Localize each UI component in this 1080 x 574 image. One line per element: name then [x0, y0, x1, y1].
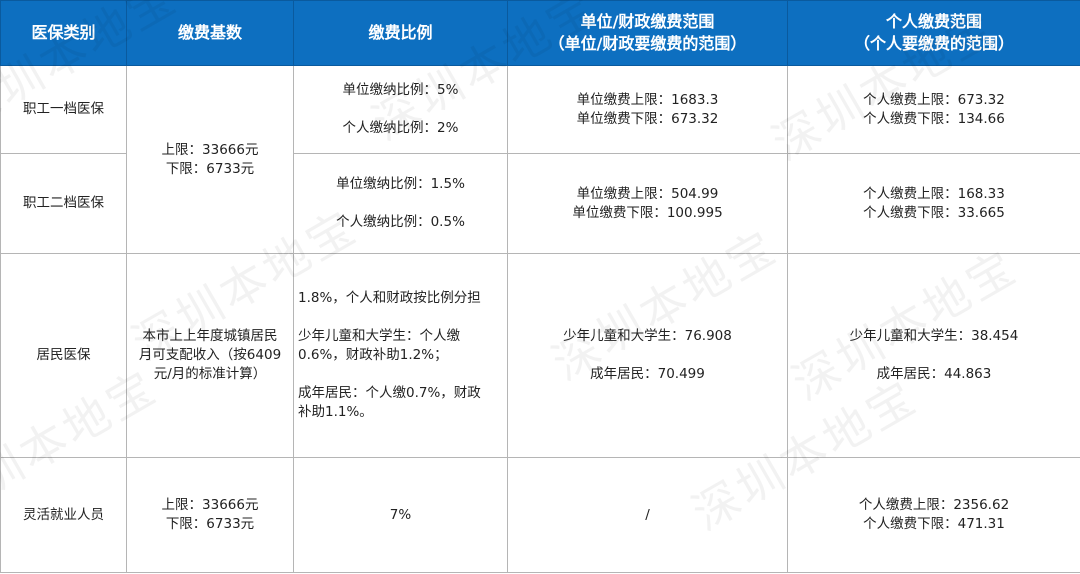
ratio-line: 单位缴纳比例：1.5% — [336, 176, 465, 192]
employer-adult: 成年居民：70.499 — [590, 366, 705, 382]
category-cell: 职工一档医保 — [0, 65, 127, 154]
personal-upper: 个人缴费上限：168.33 — [863, 185, 1005, 202]
header-personal-range: 个人缴费范围 （个人要缴费的范围） — [787, 0, 1080, 66]
header-text: 医保类别 — [31, 23, 96, 42]
employer-cell: 单位缴费上限：1683.3 单位缴费下限：673.32 — [507, 65, 788, 154]
header-text: 缴费比例 — [368, 23, 433, 42]
employer-cell: 单位缴费上限：504.99 单位缴费下限：100.995 — [507, 153, 788, 254]
personal-cell: 个人缴费上限：168.33 个人缴费下限：33.665 — [787, 153, 1080, 254]
employer-upper: 单位缴费上限：504.99 — [576, 185, 719, 202]
personal-adult: 成年居民：44.863 — [876, 366, 992, 382]
table-row: 居民医保 本市上上年度城镇居民 月可支配收入（按6409 元/月的标准计算） 1.8… — [0, 253, 1080, 458]
base-cell: 上限：33666元 下限：6733元 — [126, 457, 294, 573]
ratio-cell: 1.8%，个人和财政按比例分担 少年儿童和大学生：个人缴 0.6%，财政补助1.2%… — [293, 253, 508, 458]
employer-lower: 单位缴费下限：673.32 — [576, 110, 719, 127]
ratio-line: 个人缴纳比例：0.5% — [336, 214, 465, 230]
ratio-cell: 单位缴纳比例：5% 个人缴纳比例：2% — [293, 65, 508, 154]
personal-lower: 个人缴费下限：134.66 — [863, 110, 1005, 127]
ratio-line: 单位缴纳比例：5% — [342, 82, 459, 98]
header-row: 医保类别 缴费基数 缴费比例 单位/财政缴费范围 （单位/财政要缴费的范围） 个人… — [0, 0, 1080, 66]
header-text: 缴费基数 — [177, 23, 242, 42]
ratio-cell: 7% — [293, 457, 508, 573]
ratio-line: 少年儿童和大学生：个人缴 — [298, 328, 460, 344]
base-upper: 上限：33666元 — [161, 497, 259, 513]
header-subtext: （个人要缴费的范围） — [853, 34, 1014, 53]
employer-cell: / — [507, 457, 788, 573]
header-text: 单位/财政缴费范围 — [580, 12, 715, 31]
employer-cell: 少年儿童和大学生：76.908 成年居民：70.499 — [507, 253, 788, 458]
personal-cell: 少年儿童和大学生：38.454 成年居民：44.863 — [787, 253, 1080, 458]
base-line: 元/月的标准计算） — [153, 366, 267, 382]
personal-cell: 个人缴费上限：2356.62 个人缴费下限：471.31 — [787, 457, 1080, 573]
personal-lower: 个人缴费下限：33.665 — [863, 204, 1005, 221]
base-lower: 下限：6733元 — [165, 516, 255, 532]
category-cell: 灵活就业人员 — [0, 457, 127, 573]
employer-upper: 单位缴费上限：1683.3 — [576, 91, 719, 108]
table-row: 灵活就业人员 上限：33666元 下限：6733元 7% / 个人缴费上限：235… — [0, 457, 1080, 573]
category-cell: 职工二档医保 — [0, 153, 127, 254]
ratio-line: 个人缴纳比例：2% — [342, 120, 459, 136]
header-employer-range: 单位/财政缴费范围 （单位/财政要缴费的范围） — [507, 0, 788, 66]
header-category: 医保类别 — [0, 0, 127, 66]
base-cell: 本市上上年度城镇居民 月可支配收入（按6409 元/月的标准计算） — [126, 253, 294, 458]
ratio-line: 成年居民：个人缴0.7%，财政 — [298, 385, 481, 401]
ratio-line: 1.8%，个人和财政按比例分担 — [298, 290, 481, 306]
category-cell: 居民医保 — [0, 253, 127, 458]
table-row: 职工二档医保 单位缴纳比例：1.5% 个人缴纳比例：0.5% 单位缴费上限：504… — [0, 153, 1080, 254]
ratio-line: 0.6%，财政补助1.2%； — [298, 347, 448, 363]
table-row: 职工一档医保 上限：33666元 下限：6733元 单位缴纳比例：5% 个人缴纳比例… — [0, 65, 1080, 254]
header-text: 个人缴费范围 — [885, 12, 982, 31]
ratio-line: 补助1.1%。 — [298, 404, 373, 420]
ratio-cell: 单位缴纳比例：1.5% 个人缴纳比例：0.5% — [293, 153, 508, 254]
header-subtext: （单位/财政要缴费的范围） — [548, 34, 747, 53]
personal-children: 少年儿童和大学生：38.454 — [849, 328, 1019, 344]
personal-lower: 个人缴费下限：471.31 — [863, 516, 1005, 532]
personal-upper: 个人缴费上限：673.32 — [863, 91, 1005, 108]
employer-lower: 单位缴费下限：100.995 — [572, 204, 723, 221]
base-lower: 下限：6733元 — [165, 160, 255, 177]
base-line: 本市上上年度城镇居民 — [142, 328, 278, 344]
personal-upper: 个人缴费上限：2356.62 — [858, 497, 1010, 513]
base-upper: 上限：33666元 — [161, 141, 259, 158]
header-ratio: 缴费比例 — [293, 0, 508, 66]
employer-children: 少年儿童和大学生：76.908 — [563, 328, 732, 344]
personal-cell: 个人缴费上限：673.32 个人缴费下限：134.66 — [787, 65, 1080, 154]
base-line: 月可支配收入（按6409 — [138, 347, 282, 363]
header-base: 缴费基数 — [126, 0, 294, 66]
base-cell: 上限：33666元 下限：6733元 — [126, 65, 294, 254]
